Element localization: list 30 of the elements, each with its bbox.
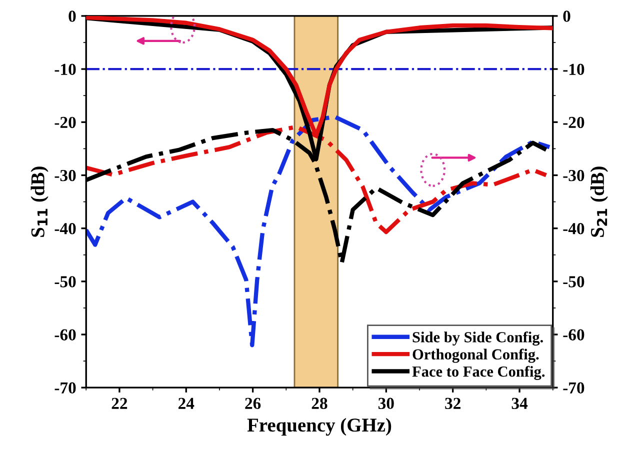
y2-axis-title: S$_{21}$ (dB) — [590, 166, 608, 237]
y-tick-label: -20 — [54, 116, 76, 128]
y2-tick-label: -20 — [563, 116, 584, 128]
y2-tick-label: -40 — [563, 223, 584, 234]
y2-tick-label: -60 — [563, 329, 584, 340]
y2-tick-label: -10 — [563, 64, 584, 75]
x-tick-label: 34 — [512, 398, 528, 410]
x-tick-label: 30 — [378, 398, 394, 410]
y-tick-label: -60 — [54, 329, 76, 340]
x-tick-label: 28 — [312, 398, 328, 410]
y-tick-label: -10 — [54, 64, 76, 75]
x-axis-title: Frequency (GHz) — [247, 418, 392, 436]
y-tick-label: 0 — [68, 10, 76, 22]
y2-tick-label: -50 — [563, 276, 584, 288]
x-tick-label: 26 — [245, 398, 261, 410]
y-tick-label: -40 — [54, 223, 76, 234]
legend-label: Side by Side Config. — [412, 331, 543, 346]
y-tick-label: -30 — [54, 170, 76, 182]
y-tick-label: -50 — [54, 276, 76, 288]
y-tick-label: -70 — [54, 382, 76, 394]
y2-tick-label: -70 — [563, 382, 584, 394]
x-tick-label: 22 — [112, 398, 128, 409]
x-tick-label: 32 — [445, 398, 460, 410]
x-tick-label: 24 — [178, 398, 194, 409]
legend-label: Orthogonal Config. — [412, 348, 539, 363]
y-axis-title: S$_{11}$ (dB) — [30, 166, 48, 237]
y2-tick-label: 0 — [563, 10, 570, 22]
legend-label: Face to Face Config. — [412, 366, 545, 380]
line-series — [86, 114, 552, 348]
y2-tick-label: -30 — [563, 170, 584, 182]
